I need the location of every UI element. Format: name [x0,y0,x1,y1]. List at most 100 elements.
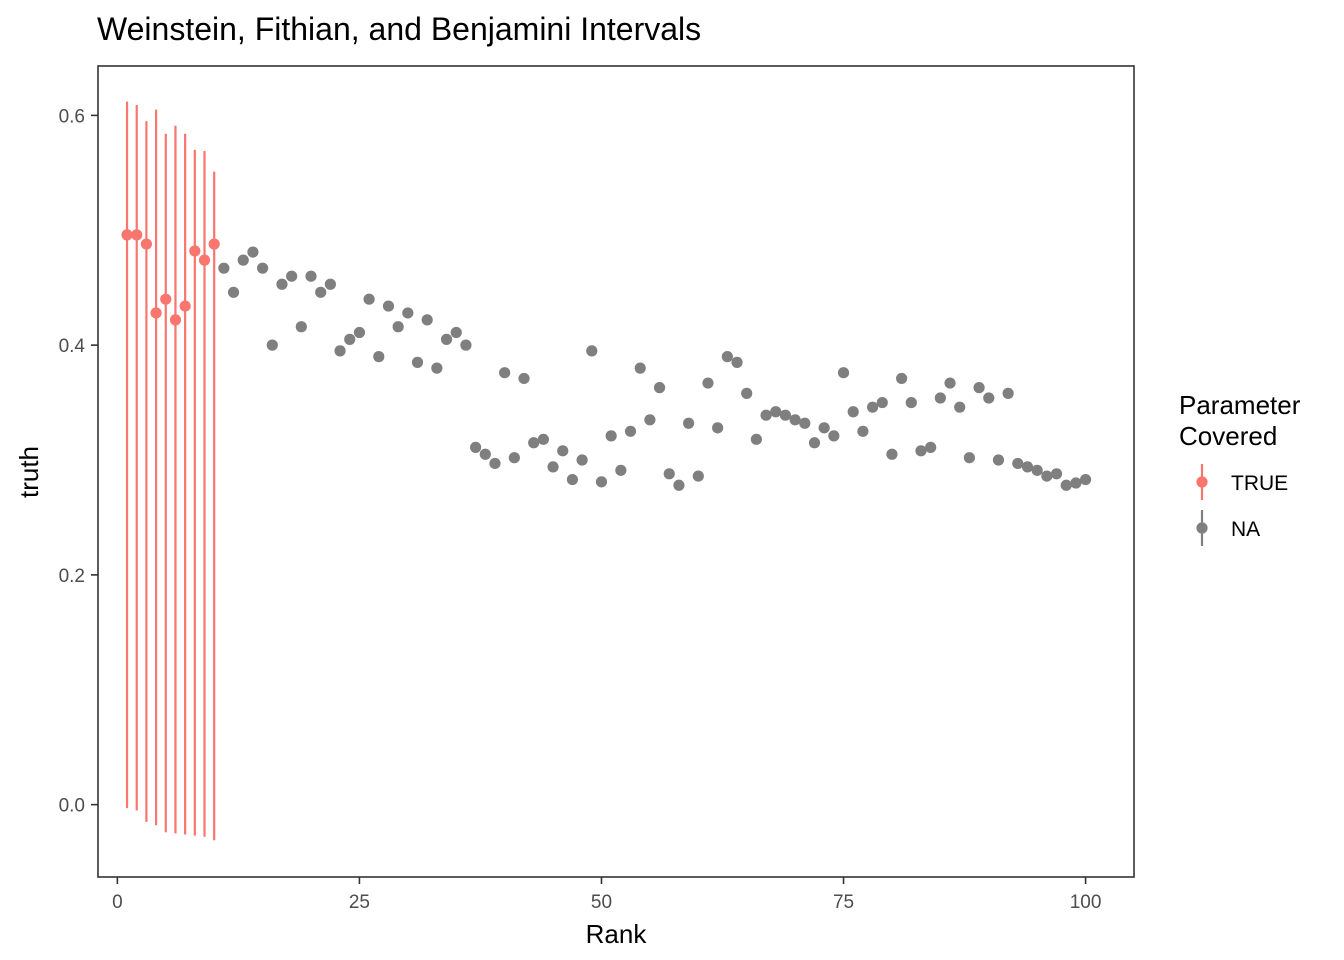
data-point [1021,461,1034,473]
data-point [886,448,898,460]
data-point [324,278,336,290]
data-point [411,356,424,368]
data-point [518,372,530,385]
data-point [537,433,549,445]
data-point [586,345,598,357]
data-point [315,286,327,298]
data-point [741,387,753,399]
data-point [557,445,569,457]
legend-label: TRUE [1231,472,1288,495]
data-point [576,454,588,466]
data-point [305,270,317,282]
chart-title: Weinstein, Fithian, and Benjamini Interv… [97,11,701,47]
data-point [140,238,153,250]
data-point [392,321,404,333]
data-point [731,356,743,368]
data-point [876,396,888,409]
data-point [528,437,540,449]
data-point [218,262,230,274]
data-point [1031,464,1043,476]
data-point [160,293,172,305]
data-point [247,246,259,258]
data-point [460,339,472,351]
data-point [450,326,462,339]
data-point [992,454,1005,466]
data-point [189,245,201,257]
data-point [624,425,637,437]
data-point [1060,479,1072,491]
data-point [857,425,869,437]
data-point [489,457,501,470]
data-point [121,229,133,241]
data-point [295,321,307,333]
y-tick-label: 0.6 [59,106,85,127]
data-point [266,339,278,351]
data-point [256,262,269,274]
y-tick-label: 0.0 [59,796,85,817]
data-point [421,314,433,326]
y-tick-label: 0.4 [59,336,86,357]
data-point [644,414,656,426]
data-point [915,445,927,457]
legend-title-line: Parameter [1179,390,1301,420]
data-point [905,396,917,409]
data-point [382,300,395,312]
data-point [363,293,375,305]
data-point [983,392,995,404]
data-point [944,377,956,389]
x-axis: 0 25 50 75 100 [112,877,1101,913]
data-point [169,314,182,326]
data-point [934,392,946,404]
y-axis: 0.0 0.2 0.4 0.6 [59,106,98,817]
data-point [847,406,859,418]
data-point [1041,470,1053,482]
data-point [150,307,162,319]
series-true [121,101,220,841]
data-point [402,307,414,319]
data-point [615,464,627,476]
data-point [673,479,685,491]
data-point [508,452,520,464]
data-point [566,473,579,486]
y-axis-title: truth [14,446,44,498]
x-tick-label: 100 [1070,892,1102,913]
data-point [663,468,675,480]
data-point [770,406,782,418]
data-point [479,448,491,460]
legend-key-point [1196,476,1208,488]
data-point [702,377,714,389]
data-point [334,345,346,357]
data-point [1012,457,1024,470]
data-point [440,333,453,345]
x-tick-label: 0 [112,892,123,913]
data-point [227,286,240,298]
data-point [721,351,733,363]
chart-marks [121,101,1092,841]
data-point [653,382,666,394]
data-point [1070,477,1082,489]
data-point [808,437,821,449]
data-point [237,254,249,266]
data-point [760,409,772,421]
x-tick-label: 25 [349,892,370,913]
legend-key-point [1196,522,1208,534]
data-point [353,326,366,339]
data-point [837,367,850,379]
data-point [605,430,617,442]
data-point [750,433,762,445]
data-point [779,409,792,421]
series-na [218,246,1092,491]
data-point [276,278,288,290]
data-point [547,461,559,473]
data-point [1079,473,1092,486]
legend-title-line: Covered [1179,421,1277,451]
data-point [954,401,966,413]
data-point [1050,468,1063,480]
x-tick-label: 50 [591,892,612,913]
data-point [373,351,385,363]
data-point [866,401,879,413]
data-point [896,372,908,385]
data-point [789,414,801,426]
legend-key [1196,510,1208,546]
